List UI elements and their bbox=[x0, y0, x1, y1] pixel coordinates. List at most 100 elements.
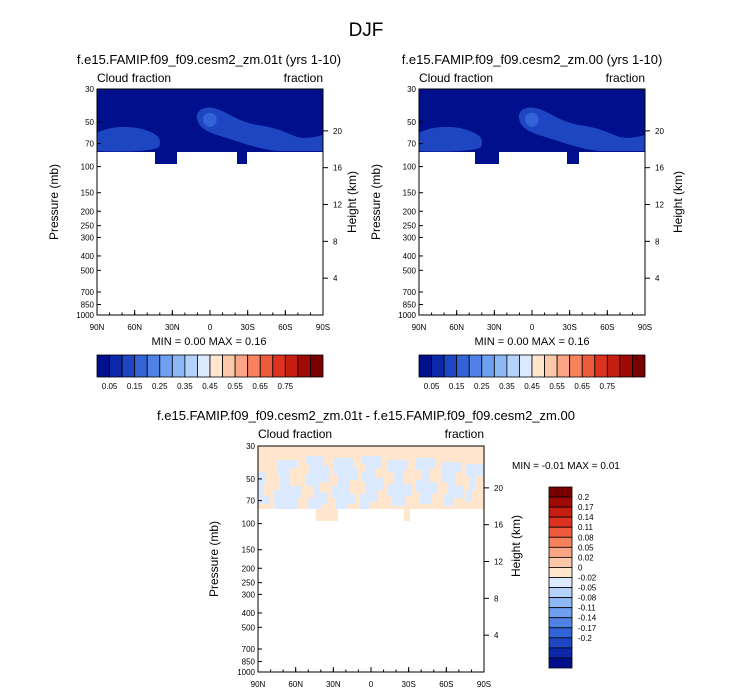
latitude-ticks: 90N 60N 30N 0 30S 60S 90S bbox=[90, 310, 330, 332]
pressure-tick-label: 700 bbox=[242, 645, 256, 654]
main-title: DJF bbox=[349, 20, 384, 41]
colorbar-label: 0.11 bbox=[578, 523, 594, 532]
colorbar-label: 0.25 bbox=[152, 382, 168, 391]
plot-area bbox=[418, 88, 646, 316]
latitude-ticks: 90N 60N 30N 0 30S 60S 90S bbox=[251, 667, 491, 689]
pressure-tick-label: 500 bbox=[403, 266, 417, 275]
height-tick-label: 12 bbox=[655, 201, 664, 210]
latitude-tick-label: 90S bbox=[316, 323, 330, 332]
y-axis-label: Pressure (mb) bbox=[207, 521, 221, 597]
colorbar-swatch bbox=[594, 354, 608, 378]
pressure-tick-label: 850 bbox=[81, 301, 95, 310]
pressure-tick-label: 1000 bbox=[237, 668, 255, 677]
colorbar-swatch bbox=[548, 637, 573, 649]
colorbar-label: -0.17 bbox=[578, 624, 597, 633]
cloud-fraction-contour-mid bbox=[196, 107, 323, 151]
height-tick-label: 4 bbox=[655, 274, 660, 283]
pressure-tick-label: 150 bbox=[242, 546, 256, 555]
colorbar-swatch bbox=[544, 354, 558, 378]
pressure-tick-label: 400 bbox=[403, 252, 417, 261]
y-axis-label-right: Height (km) bbox=[509, 515, 523, 577]
cloud-fraction-contour-high bbox=[525, 112, 539, 127]
height-tick-label: 12 bbox=[333, 201, 342, 210]
latitude-tick-label: 60S bbox=[439, 680, 453, 689]
pressure-tick-label: 300 bbox=[242, 590, 256, 599]
colorbar-label: -0.2 bbox=[578, 634, 592, 643]
plot-area bbox=[257, 445, 485, 673]
height-ticks: 20 16 12 8 4 bbox=[323, 127, 342, 283]
pressure-tick-label: 250 bbox=[81, 222, 95, 231]
pressure-tick-label: 200 bbox=[403, 207, 417, 216]
colorbar-swatch bbox=[109, 354, 123, 378]
left-label: Cloud fraction bbox=[97, 71, 171, 85]
panel-title: f.e15.FAMIP.f09_f09.cesm2_zm.01t - f.e15… bbox=[157, 408, 575, 423]
colorbar-swatch bbox=[184, 354, 198, 378]
right-label: fraction bbox=[284, 71, 323, 85]
colorbar-swatch bbox=[456, 354, 470, 378]
pressure-tick-label: 70 bbox=[85, 140, 94, 149]
pressure-tick-label: 250 bbox=[403, 222, 417, 231]
height-ticks: 20 16 12 8 4 bbox=[645, 127, 664, 283]
colorbar-label: -0.14 bbox=[578, 614, 597, 623]
colorbar-label: 0.35 bbox=[499, 382, 515, 391]
pressure-tick-label: 300 bbox=[81, 233, 95, 242]
height-tick-label: 20 bbox=[494, 484, 503, 493]
height-tick-label: 8 bbox=[333, 237, 338, 246]
height-tick-label: 8 bbox=[494, 594, 499, 603]
colorbar-label: 0.75 bbox=[278, 382, 294, 391]
colorbar-swatch bbox=[481, 354, 495, 378]
colorbar-swatch bbox=[431, 354, 445, 378]
colorbar-swatch bbox=[259, 354, 274, 378]
colorbar-label: 0 bbox=[578, 563, 583, 572]
pressure-tick-label: 30 bbox=[85, 85, 94, 94]
height-tick-label: 8 bbox=[655, 237, 660, 246]
pressure-tick-label: 1000 bbox=[398, 311, 416, 320]
colorbar-swatch bbox=[548, 577, 573, 588]
left-label: Cloud fraction bbox=[258, 427, 332, 441]
colorbar-label: 0.05 bbox=[578, 543, 594, 552]
pressure-tick-label: 300 bbox=[403, 233, 417, 242]
colorbar-swatch bbox=[548, 617, 573, 629]
height-tick-label: 4 bbox=[494, 631, 499, 640]
colorbar: 0.05 0.15 0.25 0.35 0.45 0.55 0.65 0.75 bbox=[418, 354, 646, 391]
colorbar-label: -0.05 bbox=[578, 584, 597, 593]
colorbar-label: 0.08 bbox=[578, 533, 594, 542]
colorbar-swatch bbox=[548, 607, 573, 619]
left-label: Cloud fraction bbox=[419, 71, 493, 85]
min-max-stats: MIN = 0.00 MAX = 0.16 bbox=[475, 336, 590, 348]
cloud-fraction-contour-mid bbox=[518, 107, 645, 151]
difference-field-negative bbox=[258, 456, 484, 509]
colorbar-swatch bbox=[443, 354, 458, 378]
colorbar-label: 0.05 bbox=[424, 382, 440, 391]
min-max-stats: MIN = -0.01 MAX = 0.01 bbox=[512, 461, 620, 472]
colorbar-swatch bbox=[548, 597, 573, 609]
latitude-tick-label: 60N bbox=[127, 323, 142, 332]
colorbar-label: -0.02 bbox=[578, 574, 597, 583]
colorbar-swatch bbox=[159, 354, 173, 378]
colorbar-swatch bbox=[234, 354, 249, 378]
pressure-tick-label: 70 bbox=[407, 140, 416, 149]
latitude-tick-label: 60S bbox=[278, 323, 292, 332]
colorbar-label: 0.02 bbox=[578, 553, 594, 562]
colorbar-swatch bbox=[548, 496, 573, 508]
colorbar-swatch bbox=[548, 657, 573, 669]
pressure-tick-label: 70 bbox=[246, 497, 255, 506]
height-tick-label: 16 bbox=[333, 164, 342, 173]
colorbar-swatch bbox=[548, 526, 573, 538]
latitude-tick-label: 60N bbox=[449, 323, 464, 332]
colorbar-swatch bbox=[632, 354, 646, 378]
colorbar-swatch bbox=[519, 354, 533, 378]
colorbar-label: 0.45 bbox=[202, 382, 218, 391]
pressure-tick-label: 250 bbox=[242, 579, 256, 588]
colorbar-label: 0.15 bbox=[127, 382, 143, 391]
cloud-fraction-contour-low bbox=[97, 126, 161, 152]
colorbar: 0.05 0.15 0.25 0.35 0.45 0.55 0.65 0.75 bbox=[96, 354, 324, 391]
pressure-tick-label: 150 bbox=[81, 189, 95, 198]
latitude-tick-label: 90S bbox=[477, 680, 491, 689]
panel-title: f.e15.FAMIP.f09_f09.cesm2_zm.01t (yrs 1-… bbox=[77, 52, 341, 67]
y-axis-label: Pressure (mb) bbox=[47, 164, 61, 240]
colorbar: 0.20.170.140.110.080.050.020-0.02-0.05-0… bbox=[548, 486, 597, 669]
height-tick-label: 12 bbox=[494, 558, 503, 567]
height-tick-label: 16 bbox=[494, 521, 503, 530]
